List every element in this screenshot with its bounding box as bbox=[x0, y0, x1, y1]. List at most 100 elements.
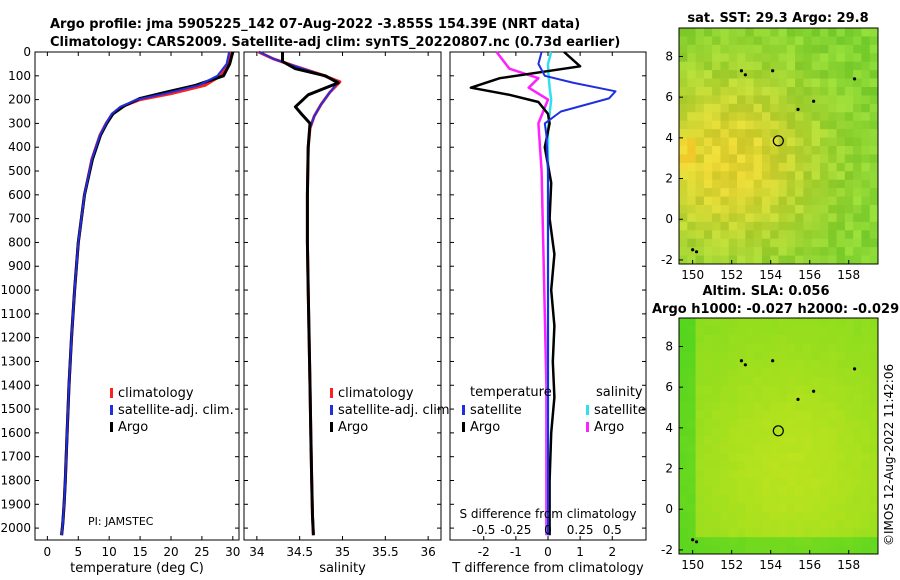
map-cell bbox=[753, 28, 763, 37]
map-cell bbox=[703, 469, 713, 479]
island-dot bbox=[771, 359, 775, 363]
map-cell bbox=[803, 146, 813, 155]
map-cell bbox=[836, 179, 846, 189]
y-tick-label: 0 bbox=[23, 45, 31, 59]
map-cell bbox=[728, 238, 738, 248]
map-cell bbox=[811, 511, 821, 521]
map-cell bbox=[770, 427, 779, 437]
map-cell bbox=[687, 334, 696, 344]
map-cell bbox=[761, 53, 771, 63]
legend-sal-satellite-label: satellite bbox=[594, 403, 646, 418]
map-cell bbox=[703, 452, 713, 462]
map-cell bbox=[720, 486, 730, 496]
map-cell bbox=[861, 393, 871, 403]
map-cell bbox=[869, 495, 879, 504]
map-cell bbox=[861, 326, 871, 336]
map-cell bbox=[819, 444, 829, 454]
map-cell bbox=[853, 385, 862, 395]
map-cell bbox=[728, 528, 738, 538]
map-cell bbox=[761, 196, 771, 206]
map-cell bbox=[795, 402, 804, 412]
map-cell bbox=[745, 368, 755, 378]
map-cell bbox=[703, 334, 713, 344]
map-cell bbox=[745, 360, 755, 369]
map-cell bbox=[861, 44, 871, 54]
legend-argo-swatch bbox=[110, 422, 113, 432]
map-cell bbox=[844, 410, 854, 420]
map-cell bbox=[761, 255, 771, 265]
map-cell bbox=[737, 44, 746, 54]
map-cell bbox=[853, 179, 862, 189]
map-cell bbox=[745, 247, 755, 256]
map-cell bbox=[695, 162, 705, 172]
map-cell bbox=[753, 154, 763, 164]
map-cell bbox=[695, 318, 705, 327]
map-cell bbox=[778, 87, 788, 96]
map-cell bbox=[728, 53, 738, 63]
map-cell bbox=[828, 444, 837, 454]
map-cell bbox=[679, 230, 688, 240]
map-cell bbox=[687, 326, 696, 336]
map-cell bbox=[687, 503, 696, 513]
map-cell bbox=[770, 70, 779, 79]
map-cell bbox=[861, 495, 871, 504]
map-cell bbox=[695, 205, 705, 214]
map-cell bbox=[786, 385, 796, 395]
map-cell bbox=[695, 78, 705, 88]
map-cell bbox=[761, 360, 771, 369]
map-cell bbox=[836, 478, 846, 487]
map-cell bbox=[712, 129, 721, 138]
map-cell bbox=[811, 61, 821, 71]
map-cell bbox=[836, 419, 846, 428]
map-cell bbox=[737, 436, 746, 445]
map-cell bbox=[737, 419, 746, 428]
map-cell bbox=[695, 179, 705, 189]
map-cell bbox=[803, 503, 813, 513]
map-cell bbox=[844, 103, 854, 113]
map-cell bbox=[795, 247, 804, 256]
map-cell bbox=[679, 360, 688, 369]
map-cell bbox=[712, 537, 721, 546]
map-cell bbox=[819, 478, 829, 487]
map-cell bbox=[869, 436, 879, 445]
map-cell bbox=[703, 238, 713, 248]
map-cell bbox=[811, 120, 821, 130]
map-cell bbox=[853, 368, 862, 378]
map-cell bbox=[679, 385, 688, 395]
map-cell bbox=[761, 146, 771, 155]
map-cell bbox=[836, 318, 846, 327]
map-cell bbox=[720, 87, 730, 96]
map-cell bbox=[869, 129, 879, 138]
map-cell bbox=[861, 154, 871, 164]
map-cell bbox=[819, 436, 829, 445]
map-cell bbox=[679, 469, 688, 479]
map-cell bbox=[720, 247, 730, 256]
map-cell bbox=[861, 179, 871, 189]
map-cell bbox=[811, 351, 821, 361]
map-cell bbox=[803, 196, 813, 206]
map-cell bbox=[712, 28, 721, 37]
map-cell bbox=[819, 368, 829, 378]
map-cell bbox=[861, 188, 871, 197]
map-cell bbox=[811, 44, 821, 54]
map-cell bbox=[745, 137, 755, 147]
map-cell bbox=[753, 360, 763, 369]
map-cell bbox=[869, 368, 879, 378]
map-cell bbox=[728, 44, 738, 54]
map-cell bbox=[687, 188, 696, 197]
map-cell bbox=[745, 53, 755, 63]
map-cell bbox=[770, 53, 779, 63]
map-cell bbox=[737, 154, 746, 164]
map-cell bbox=[753, 120, 763, 130]
map-cell bbox=[786, 486, 796, 496]
map-cell bbox=[803, 230, 813, 240]
map-cell bbox=[753, 78, 763, 88]
map-cell bbox=[720, 213, 730, 223]
map-cell bbox=[720, 385, 730, 395]
map-cell bbox=[869, 53, 879, 63]
map-cell bbox=[695, 171, 705, 181]
map-cell bbox=[869, 230, 879, 240]
island-dot bbox=[771, 69, 775, 73]
map-cell bbox=[853, 103, 862, 113]
map-cell bbox=[687, 61, 696, 71]
